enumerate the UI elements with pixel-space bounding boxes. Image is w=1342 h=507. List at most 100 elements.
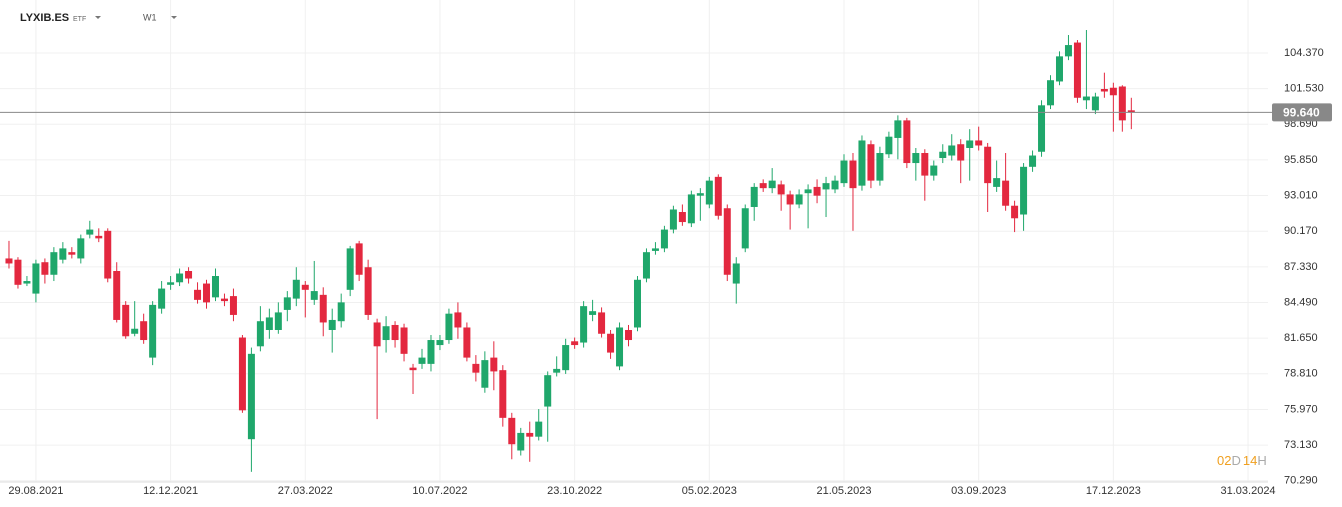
candle-body: [930, 165, 938, 176]
candle-body: [400, 327, 408, 354]
y-tick-label: 70.290: [1284, 475, 1318, 487]
y-tick-label: 95.850: [1284, 154, 1318, 166]
y-tick-label: 93.010: [1284, 189, 1318, 201]
countdown: 02D 14H: [1217, 453, 1267, 468]
candle-body: [795, 194, 803, 205]
symbol-dropdown-arrow[interactable]: [95, 16, 101, 19]
candle-body: [1002, 180, 1010, 206]
candle-body: [903, 120, 911, 164]
candle-body: [696, 193, 704, 196]
candle-body: [535, 421, 543, 437]
candle-body: [301, 284, 309, 290]
candle-body: [598, 312, 606, 334]
y-tick-label: 73.130: [1284, 439, 1318, 451]
candle-body: [1100, 88, 1108, 92]
candle-body: [804, 189, 812, 194]
candle-body: [346, 248, 354, 290]
candle-body: [41, 262, 49, 275]
candle-body: [921, 153, 929, 176]
candle-body: [957, 144, 965, 161]
candle-body: [1055, 56, 1063, 82]
candle-body: [912, 153, 920, 164]
candle-body: [777, 184, 785, 195]
candle-body: [113, 270, 121, 320]
candle-body: [23, 281, 31, 284]
candle-body: [813, 186, 821, 196]
countdown-days: 02: [1217, 453, 1231, 468]
timeframe-dropdown-arrow[interactable]: [171, 16, 177, 19]
x-tick-label: 29.08.2021: [8, 485, 63, 497]
candle-body: [732, 263, 740, 284]
x-tick-label: 27.03.2022: [278, 485, 333, 497]
candle-body: [292, 279, 300, 299]
candle-body: [463, 327, 471, 358]
candle-body: [553, 368, 561, 373]
candle-body: [580, 306, 588, 343]
x-tick-label: 31.03.2024: [1221, 485, 1276, 497]
candle-body: [993, 178, 1001, 187]
candle-body: [678, 212, 686, 223]
candle-body: [364, 267, 372, 315]
candle-body: [373, 322, 381, 347]
candle-body: [526, 432, 534, 437]
candle-body: [140, 321, 148, 341]
candle-body: [203, 283, 211, 303]
candle-body: [508, 417, 516, 445]
timeframe[interactable]: W1: [143, 12, 157, 22]
candle-body: [517, 432, 525, 451]
candle-body: [822, 183, 830, 190]
candle-body: [768, 180, 776, 189]
y-tick-label: 84.490: [1284, 296, 1318, 308]
candle-body: [176, 273, 184, 283]
candle-body: [382, 326, 390, 341]
candle-body: [750, 186, 758, 207]
candle-body: [391, 324, 399, 341]
candle-body: [355, 243, 363, 275]
candle-body: [858, 140, 866, 186]
y-tick-label: 78.810: [1284, 368, 1318, 380]
candle-body: [885, 136, 893, 155]
candle-body: [571, 341, 579, 346]
candle-body: [1091, 96, 1099, 111]
candle-body: [229, 296, 237, 315]
candle-body: [247, 353, 255, 440]
countdown-hours: 14: [1243, 453, 1257, 468]
x-tick-label: 05.02.2023: [682, 485, 737, 497]
countdown-days-unit: D: [1231, 453, 1240, 468]
candle-body: [319, 294, 327, 323]
x-tick-label: 23.10.2022: [547, 485, 602, 497]
candle-body: [660, 229, 668, 249]
candle-body: [238, 337, 246, 411]
candle-body: [939, 151, 947, 159]
candle-body: [948, 145, 956, 156]
candle-body: [131, 328, 139, 334]
candle-body: [454, 312, 462, 328]
candle-body: [759, 183, 767, 189]
candle-body: [669, 209, 677, 230]
candle-body: [840, 160, 848, 184]
candle-body: [5, 258, 13, 264]
candle-body: [122, 304, 130, 337]
candle-body: [849, 160, 857, 189]
candle-body: [1109, 87, 1117, 96]
candle-body: [86, 229, 94, 235]
candle-body: [490, 357, 498, 372]
candle-body: [975, 140, 983, 146]
candle-body: [723, 208, 731, 275]
candle-body: [867, 144, 875, 181]
candles: [5, 29, 1135, 472]
x-tick-label: 21.05.2023: [816, 485, 871, 497]
candle-body: [32, 263, 40, 294]
candle-body: [1118, 86, 1126, 121]
candle-body: [167, 282, 175, 285]
grid: [0, 0, 1268, 482]
last-price-box: [1272, 103, 1332, 122]
symbol[interactable]: LYXIB.ES: [20, 12, 69, 24]
candle-body: [1011, 205, 1019, 219]
candle-body: [499, 370, 507, 418]
candle-body: [966, 140, 974, 148]
candle-body: [77, 238, 85, 259]
candle-body: [104, 230, 112, 279]
candle-body: [310, 291, 318, 300]
